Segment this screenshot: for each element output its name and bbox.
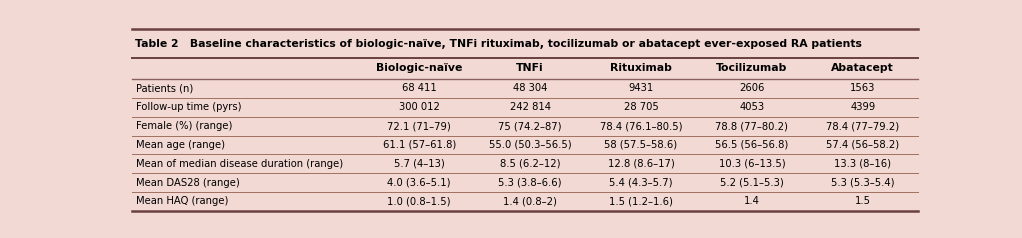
Text: Biologic-naïve: Biologic-naïve [376,63,462,73]
Text: 1563: 1563 [850,83,876,93]
Text: Follow-up time (pyrs): Follow-up time (pyrs) [137,102,242,112]
Text: 5.7 (4–13): 5.7 (4–13) [393,159,445,169]
Text: 1.5: 1.5 [854,197,871,207]
Text: 4053: 4053 [739,102,764,112]
Text: TNFi: TNFi [516,63,544,73]
Text: 1.4 (0.8–2): 1.4 (0.8–2) [503,197,557,207]
Text: 8.5 (6.2–12): 8.5 (6.2–12) [500,159,560,169]
Text: 300 012: 300 012 [399,102,439,112]
Text: 9431: 9431 [629,83,654,93]
Text: Mean DAS28 (range): Mean DAS28 (range) [137,178,240,188]
Text: 61.1 (57–61.8): 61.1 (57–61.8) [382,140,456,150]
Text: 13.3 (8–16): 13.3 (8–16) [834,159,891,169]
Text: Mean of median disease duration (range): Mean of median disease duration (range) [137,159,343,169]
Text: 242 814: 242 814 [510,102,551,112]
Text: Table 2   Baseline characteristics of biologic-naïve, TNFi rituximab, tocilizuma: Table 2 Baseline characteristics of biol… [135,39,862,49]
Text: 75 (74.2–87): 75 (74.2–87) [499,121,562,131]
Text: 78.4 (76.1–80.5): 78.4 (76.1–80.5) [600,121,683,131]
Text: 4.0 (3.6–5.1): 4.0 (3.6–5.1) [387,178,451,188]
Text: 5.4 (4.3–5.7): 5.4 (4.3–5.7) [609,178,672,188]
Text: Patients (n): Patients (n) [137,83,194,93]
Text: Abatacept: Abatacept [831,63,894,73]
Text: 56.5 (56–56.8): 56.5 (56–56.8) [715,140,789,150]
Text: 72.1 (71–79): 72.1 (71–79) [387,121,451,131]
Text: 5.3 (3.8–6.6): 5.3 (3.8–6.6) [499,178,562,188]
Text: 5.3 (5.3–5.4): 5.3 (5.3–5.4) [831,178,894,188]
Text: 68 411: 68 411 [402,83,436,93]
Text: 78.4 (77–79.2): 78.4 (77–79.2) [826,121,899,131]
Text: 10.3 (6–13.5): 10.3 (6–13.5) [718,159,785,169]
Text: Tocilizumab: Tocilizumab [716,63,788,73]
Text: 1.4: 1.4 [744,197,759,207]
Text: 48 304: 48 304 [513,83,547,93]
Text: 4399: 4399 [850,102,876,112]
Text: Mean HAQ (range): Mean HAQ (range) [137,197,229,207]
Text: 28 705: 28 705 [623,102,658,112]
Text: 5.2 (5.1–5.3): 5.2 (5.1–5.3) [719,178,784,188]
Text: 78.8 (77–80.2): 78.8 (77–80.2) [715,121,788,131]
Text: 2606: 2606 [739,83,764,93]
Text: Female (%) (range): Female (%) (range) [137,121,233,131]
Text: 57.4 (56–58.2): 57.4 (56–58.2) [826,140,899,150]
Text: 1.5 (1.2–1.6): 1.5 (1.2–1.6) [609,197,672,207]
Text: 55.0 (50.3–56.5): 55.0 (50.3–56.5) [489,140,571,150]
Text: 58 (57.5–58.6): 58 (57.5–58.6) [604,140,678,150]
Text: Mean age (range): Mean age (range) [137,140,226,150]
Text: Rituximab: Rituximab [610,63,671,73]
Text: 12.8 (8.6–17): 12.8 (8.6–17) [608,159,675,169]
Text: 1.0 (0.8–1.5): 1.0 (0.8–1.5) [387,197,451,207]
